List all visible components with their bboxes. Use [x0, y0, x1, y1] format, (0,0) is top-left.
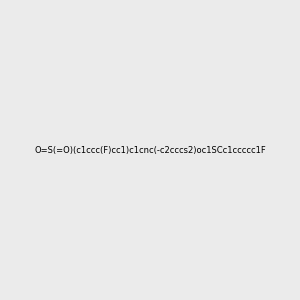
Text: O=S(=O)(c1ccc(F)cc1)c1cnc(-c2cccs2)oc1SCc1ccccc1F: O=S(=O)(c1ccc(F)cc1)c1cnc(-c2cccs2)oc1SC… — [34, 146, 266, 154]
